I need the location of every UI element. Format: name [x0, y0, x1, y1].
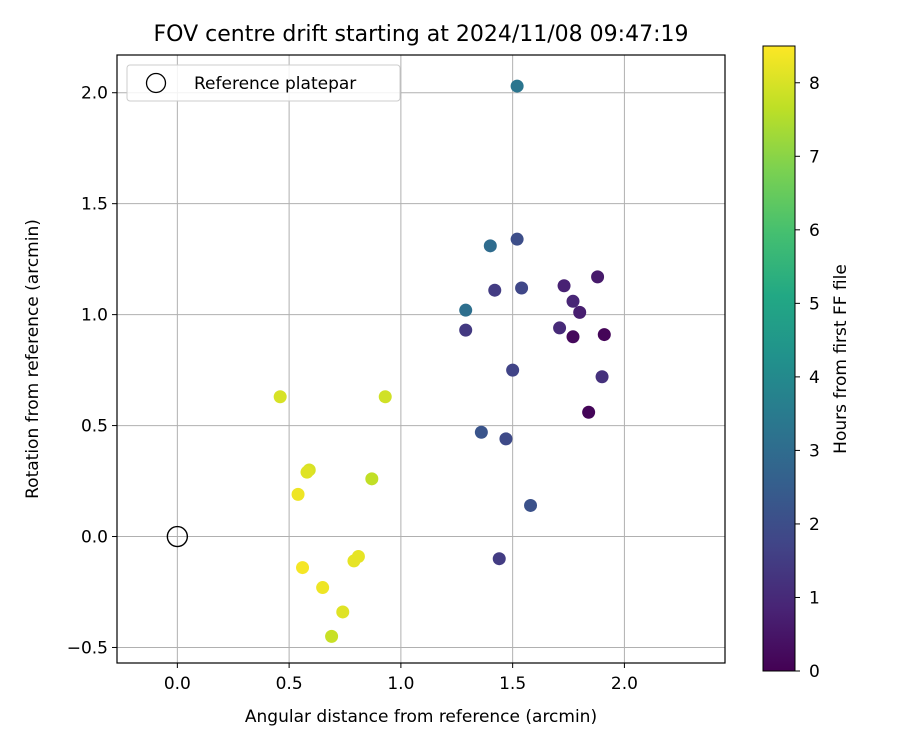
- colorbar-tick-label: 1: [809, 588, 820, 608]
- x-tick-label: 1.5: [499, 674, 526, 694]
- y-tick-label: 2.0: [81, 84, 108, 104]
- scatter-point: [459, 303, 473, 317]
- colorbar-tick-label: 3: [809, 441, 820, 461]
- scatter-point: [316, 581, 330, 595]
- scatter-point: [573, 305, 587, 319]
- scatter-point: [488, 283, 502, 297]
- colorbar-gradient: [762, 45, 796, 672]
- colorbar-tick-label: 6: [809, 221, 820, 241]
- scatter-points: [273, 79, 611, 643]
- colorbar-tick-label: 0: [809, 662, 820, 682]
- reference-platepar-marker: [166, 525, 189, 548]
- scatter-point: [347, 554, 361, 568]
- scatter-point: [566, 330, 580, 344]
- y-tick-label: −0.5: [67, 638, 108, 658]
- y-tick-label: 0.0: [81, 528, 108, 548]
- scatter-point: [591, 270, 605, 284]
- scatter-point: [557, 279, 571, 293]
- x-tick-label: 0.0: [164, 674, 191, 694]
- scatter-point: [273, 390, 287, 404]
- grid: [117, 55, 725, 663]
- x-axis-label: Angular distance from reference (arcmin): [245, 707, 597, 727]
- legend: Reference platepar: [126, 64, 401, 102]
- scatter-point: [325, 629, 339, 643]
- y-tick-label: 1.5: [81, 195, 108, 215]
- scatter-point: [595, 370, 609, 384]
- colorbar-tick-label: 5: [809, 294, 820, 314]
- scatter-point: [524, 498, 538, 512]
- legend-marker-icon: [145, 72, 167, 94]
- scatter-point: [499, 432, 513, 446]
- y-axis-label: Rotation from reference (arcmin): [23, 219, 43, 499]
- colorbar-ticks: 0 1 2 3 4 5 6 7 8: [795, 74, 820, 682]
- scatter-point: [459, 323, 473, 337]
- chart-title: FOV centre drift starting at 2024/11/08 …: [154, 22, 689, 47]
- scatter-point: [492, 552, 506, 566]
- y-tick-label: 0.5: [81, 417, 108, 437]
- scatter-point: [483, 239, 497, 253]
- y-axis-ticks: −0.5 0.0 0.5 1.0 1.5 2.0: [67, 84, 117, 658]
- scatter-point: [296, 561, 310, 575]
- scatter-point: [365, 472, 379, 486]
- x-tick-label: 2.0: [611, 674, 638, 694]
- legend-label: Reference platepar: [194, 74, 356, 94]
- scatter-point: [515, 281, 529, 295]
- x-tick-label: 0.5: [276, 674, 303, 694]
- colorbar: 0 1 2 3 4 5 6 7 8 Hours from first FF file: [762, 45, 851, 682]
- colorbar-tick-label: 7: [809, 147, 820, 167]
- scatter-point: [336, 605, 350, 619]
- x-tick-label: 1.0: [387, 674, 414, 694]
- y-tick-label: 1.0: [81, 306, 108, 326]
- reference-marker-group: [166, 525, 189, 548]
- scatter-point: [582, 405, 596, 419]
- x-axis-ticks: 0.0 0.5 1.0 1.5 2.0: [164, 663, 638, 694]
- scatter-point: [378, 390, 392, 404]
- scatter-point: [291, 487, 305, 501]
- scatter-point: [510, 79, 524, 93]
- scatter-point: [597, 328, 611, 342]
- scatter-point: [506, 363, 520, 377]
- colorbar-label: Hours from first FF file: [831, 264, 851, 454]
- colorbar-tick-label: 8: [809, 74, 820, 94]
- colorbar-tick-label: 2: [809, 515, 820, 535]
- plot-frame: [116, 54, 726, 664]
- colorbar-tick-label: 4: [809, 368, 820, 388]
- scatter-point: [553, 321, 567, 335]
- scatter-point: [474, 425, 488, 439]
- legend-box: [126, 64, 401, 102]
- scatter-point: [300, 465, 314, 479]
- scatter-point: [510, 232, 524, 246]
- scatter-point: [566, 294, 580, 308]
